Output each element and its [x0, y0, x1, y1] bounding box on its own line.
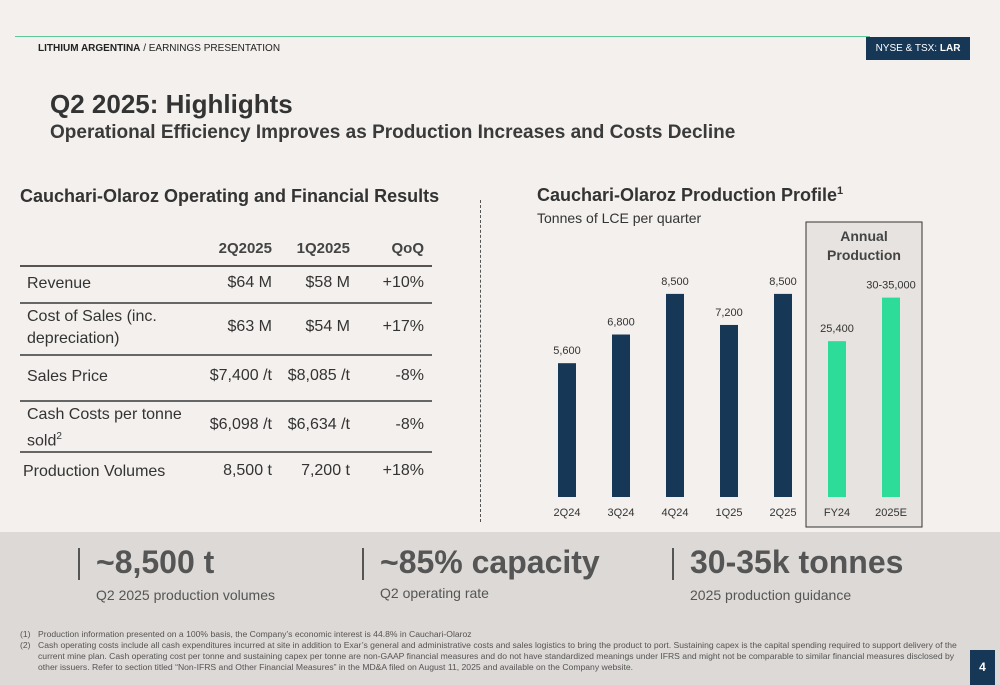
- kpi-label: Q2 operating rate: [380, 585, 489, 601]
- cell: -8%: [395, 367, 424, 384]
- label-line: Production Volumes: [23, 462, 166, 480]
- data-label: 25,400: [820, 323, 854, 335]
- footnote: (2) Cash operating costs include all cash…: [20, 640, 965, 673]
- table: 2Q2025 1Q2025 QoQ Revenue $64 M $58 M +10% Cost…: [20, 230, 432, 490]
- table-title: Cauchari-Olaroz Operating and Financial …: [20, 186, 440, 206]
- divider: [480, 200, 481, 522]
- x-tick-label: 1Q25: [716, 507, 743, 519]
- kpi-bar: [78, 548, 80, 580]
- subtitle: Operational Efficiency Improves as Produ…: [50, 122, 736, 143]
- title: Q2 2025: Highlights: [50, 89, 293, 119]
- bar: [828, 341, 846, 497]
- footnote: (1) Production information presented on a…: [20, 629, 965, 640]
- cell: -8%: [395, 415, 424, 433]
- footnote-text: Cash operating costs include all cash ex…: [38, 640, 957, 672]
- label-line: Sales Price: [27, 368, 108, 385]
- row-label: Sales Price: [27, 366, 108, 388]
- x-tick-label: 4Q24: [662, 507, 689, 519]
- cell: +10%: [382, 273, 424, 291]
- cell: +18%: [382, 461, 424, 479]
- label-line: depreciation): [27, 330, 120, 347]
- data-label: 6,800: [607, 317, 635, 329]
- kpi-label: Q2 2025 production volumes: [96, 587, 275, 603]
- page-number: 4: [970, 650, 995, 685]
- row-label: Revenue: [27, 273, 91, 295]
- footnote-marker: (2): [20, 640, 31, 650]
- x-tick-label: 2Q24: [554, 507, 581, 519]
- cell: $63 M: [227, 318, 272, 335]
- footnote-ref: 2: [56, 430, 62, 442]
- column-header: QoQ: [391, 240, 425, 257]
- chart-title: Cauchari-Olaroz Production Profile1: [537, 185, 844, 205]
- bar: [666, 293, 684, 497]
- cell: $64 M: [227, 273, 272, 291]
- cell: $54 M: [305, 318, 350, 335]
- annotation: Production: [827, 247, 901, 263]
- label-line: Cost of Sales (inc.: [27, 308, 157, 325]
- data-label: 8,500: [661, 276, 689, 288]
- rule: [20, 302, 432, 304]
- footnotes: (1) Production information presented on a…: [20, 629, 965, 673]
- header-text: LITHIUM ARGENTINA / EARNINGS PRESENTATIO…: [38, 43, 281, 54]
- data-label: 30-35,000: [866, 280, 916, 292]
- bar: [774, 293, 792, 497]
- data-label: 8,500: [769, 276, 797, 288]
- rule: [20, 354, 432, 356]
- row-label: Production Volumes: [23, 461, 165, 483]
- kpi-value: ~85% capacity: [380, 544, 600, 580]
- bar: [558, 363, 576, 497]
- cell: $7,400 /t: [209, 367, 272, 384]
- kpi-bar: [362, 548, 364, 580]
- label-line: Cash Costs per tonne: [27, 405, 182, 423]
- footnote-marker: (1): [20, 629, 31, 639]
- kpi-label: 2025 production guidance: [690, 587, 852, 603]
- label-line: Revenue: [27, 274, 92, 292]
- x-tick-label: 2025E: [875, 507, 907, 519]
- header-rule: [15, 36, 870, 37]
- cell: $6,098 /t: [209, 415, 272, 433]
- chart: Annual Production 2Q24 3Q24 4Q24 1Q25 2Q25 FY24…: [553, 221, 923, 528]
- kpi-bar: [672, 548, 674, 580]
- kpi-value: 30-35k tonnes: [690, 544, 904, 580]
- bar: [882, 297, 900, 497]
- ticker-box: NYSE & TSX: LAR: [866, 37, 970, 60]
- data-label: 5,600: [553, 345, 581, 357]
- row-label: Cash Costs per tonne sold2: [27, 404, 182, 452]
- x-tick-label: 3Q24: [608, 507, 635, 519]
- cell: +17%: [382, 318, 424, 335]
- cell: 8,500 t: [223, 461, 272, 479]
- label-line: sold2: [27, 430, 62, 449]
- bar: [720, 324, 738, 497]
- cell: $8,085 /t: [287, 367, 350, 384]
- annotation: Annual: [840, 228, 887, 244]
- row-label: Cost of Sales (inc. depreciation): [27, 306, 157, 350]
- x-tick-label: FY24: [824, 507, 850, 519]
- footnote-text: Production information presented on a 10…: [38, 629, 472, 639]
- rule: [20, 265, 432, 267]
- rule: [20, 400, 432, 402]
- rule: [20, 451, 432, 453]
- annual-box: [805, 221, 923, 528]
- cell: $6,634 /t: [287, 415, 350, 433]
- bar: [612, 334, 630, 497]
- x-tick-label: 2Q25: [770, 507, 797, 519]
- data-label: 7,200: [715, 307, 743, 319]
- bottom-band: [0, 532, 1000, 685]
- column-header: 1Q2025: [296, 240, 350, 257]
- column-header: 2Q2025: [218, 240, 272, 257]
- cell: 7,200 t: [301, 461, 350, 479]
- chart-subtitle: Tonnes of LCE per quarter: [537, 210, 702, 226]
- kpi-value: ~8,500 t: [96, 544, 215, 580]
- cell: $58 M: [305, 273, 350, 291]
